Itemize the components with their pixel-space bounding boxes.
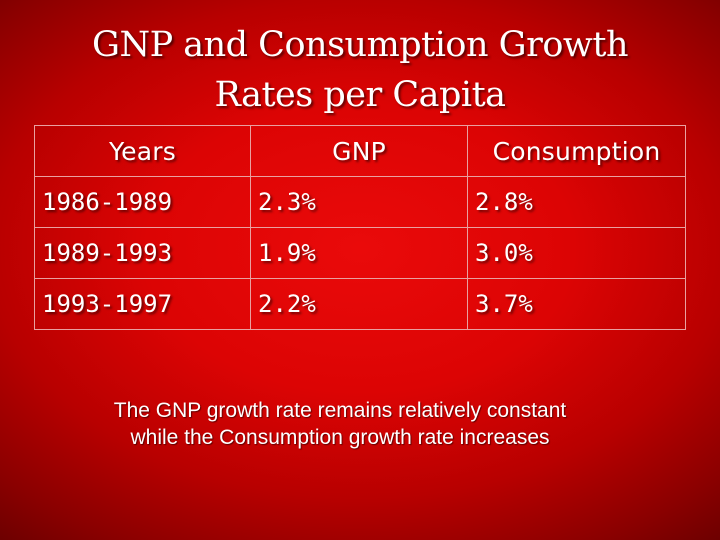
cell-consumption: 3.7% (467, 278, 686, 330)
cell-consumption: 2.8% (467, 176, 686, 228)
cell-years: 1993-1997 (34, 278, 251, 330)
caption-line-1: The GNP growth rate remains relatively c… (113, 399, 567, 422)
table-header: Years GNP Consumption (34, 125, 686, 177)
caption: The GNP growth rate remains relatively c… (40, 397, 640, 451)
slide-title: GNP and Consumption Growth Rates per Cap… (0, 20, 720, 120)
slide-title-line-1: GNP and Consumption Growth (91, 25, 629, 65)
cell-years: 1986-1989 (34, 176, 251, 228)
caption-line-2: while the Consumption growth rate increa… (130, 426, 550, 449)
growth-rates-table: Years GNP Consumption 1986-1989 2.3% 2.8… (34, 125, 686, 330)
header-gnp: GNP (250, 125, 468, 177)
table-row: 1989-1993 1.9% 3.0% (34, 227, 686, 279)
header-years: Years (34, 125, 251, 177)
cell-gnp: 2.2% (250, 278, 468, 330)
slide-title-line-2: Rates per Capita (214, 75, 506, 115)
cell-years: 1989-1993 (34, 227, 251, 279)
cell-gnp: 2.3% (250, 176, 468, 228)
table-row: 1993-1997 2.2% 3.7% (34, 278, 686, 330)
cell-consumption: 3.0% (467, 227, 686, 279)
cell-gnp: 1.9% (250, 227, 468, 279)
header-consumption: Consumption (467, 125, 686, 177)
table-body: 1986-1989 2.3% 2.8% 1989-1993 1.9% 3.0% … (34, 176, 686, 330)
table-header-row: Years GNP Consumption (34, 125, 686, 177)
table-row: 1986-1989 2.3% 2.8% (34, 176, 686, 228)
